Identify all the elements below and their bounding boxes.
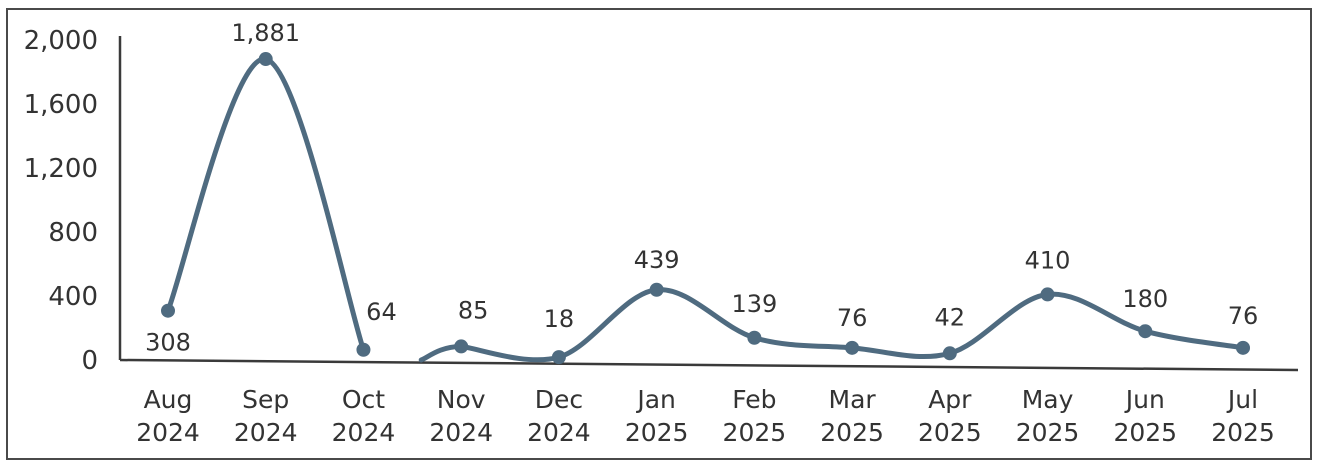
x-category-label: Dec 2024 xyxy=(527,385,591,447)
data-label: 308 xyxy=(145,329,191,357)
x-category-label: Mar 2025 xyxy=(820,385,884,447)
data-label: 64 xyxy=(366,298,397,326)
data-label: 180 xyxy=(1122,285,1168,313)
data-label: 76 xyxy=(1228,302,1259,330)
data-point xyxy=(161,303,175,318)
data-point xyxy=(454,339,469,354)
y-tick-label: 800 xyxy=(48,218,98,248)
series-line-segment xyxy=(165,56,366,353)
x-category-label: Jul 2025 xyxy=(1211,385,1275,447)
y-tick-label: 400 xyxy=(48,282,98,312)
series-line xyxy=(165,56,1246,363)
data-point xyxy=(551,350,566,365)
y-tick-label: 0 xyxy=(81,346,98,376)
x-category-label: Jun 2025 xyxy=(1113,385,1177,447)
x-category-label: Sep 2024 xyxy=(234,385,298,447)
data-label: 439 xyxy=(634,246,680,274)
x-axis: Aug 2024 Sep 2024 Oct 2024 Nov 2024 Dec 2024 Jan 20… xyxy=(119,358,1299,447)
data-label: 85 xyxy=(458,296,489,324)
y-tick-label: 1,200 xyxy=(24,154,98,184)
data-label: 139 xyxy=(731,290,777,318)
y-axis: 2,000 1,600 1,200 800 400 0 xyxy=(24,26,122,376)
data-point xyxy=(649,282,664,297)
chart-frame: 2,000 1,600 1,200 800 400 0 Aug 2024 Sep 2024 Oct… xyxy=(6,8,1312,460)
line-chart: 2,000 1,600 1,200 800 400 0 Aug 2024 Sep 2024 Oct… xyxy=(24,19,1299,447)
data-point xyxy=(1138,324,1153,339)
data-point xyxy=(1040,287,1055,302)
x-axis-line xyxy=(119,358,1299,372)
data-label: 410 xyxy=(1025,246,1071,274)
data-label: 76 xyxy=(837,304,868,332)
x-category-label: Aug 2024 xyxy=(136,385,200,447)
data-point xyxy=(942,346,957,361)
x-category-label: Apr 2025 xyxy=(918,385,982,447)
series-markers xyxy=(161,52,1250,365)
data-label: 42 xyxy=(935,303,966,331)
x-category-label: May 2025 xyxy=(1016,385,1080,447)
data-label: 1,881 xyxy=(231,19,300,47)
x-category-label: Feb 2025 xyxy=(723,385,787,447)
y-tick-label: 2,000 xyxy=(24,26,98,56)
data-point xyxy=(1236,340,1250,355)
x-category-label: Nov 2024 xyxy=(429,385,493,447)
data-point xyxy=(747,330,762,345)
data-labels: 308 1,881 64 85 18 439 139 76 42 410 180 76 xyxy=(145,19,1258,357)
data-point xyxy=(258,52,273,67)
data-label: 18 xyxy=(544,305,575,333)
x-category-label: Jan 2025 xyxy=(625,385,689,447)
y-tick-label: 1,600 xyxy=(24,90,98,120)
data-point xyxy=(356,342,371,357)
x-category-label: Oct 2024 xyxy=(332,385,396,447)
data-point xyxy=(845,340,860,355)
